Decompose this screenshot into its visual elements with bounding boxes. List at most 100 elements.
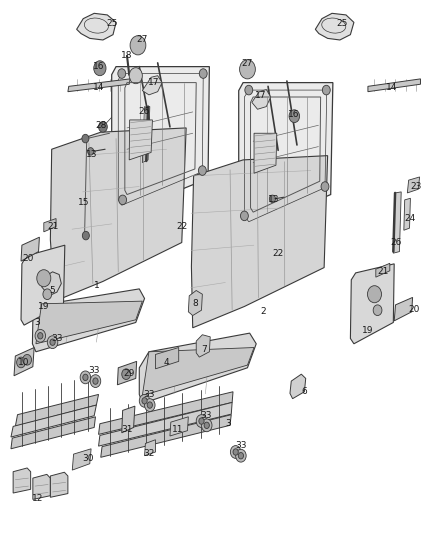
Text: 24: 24	[404, 214, 415, 223]
Text: 13: 13	[268, 196, 279, 204]
Polygon shape	[21, 237, 39, 261]
Text: 28: 28	[95, 121, 106, 130]
Text: 23: 23	[410, 182, 422, 191]
Circle shape	[196, 415, 207, 427]
Polygon shape	[50, 472, 68, 497]
Circle shape	[82, 134, 89, 143]
Circle shape	[122, 369, 131, 379]
Text: 5: 5	[49, 286, 56, 295]
Text: 7: 7	[201, 345, 207, 353]
Circle shape	[118, 69, 126, 78]
Circle shape	[240, 60, 255, 79]
Text: 31: 31	[121, 425, 133, 433]
Text: 21: 21	[47, 222, 58, 231]
Circle shape	[238, 453, 244, 459]
Polygon shape	[315, 13, 354, 40]
Circle shape	[80, 371, 91, 384]
Polygon shape	[155, 348, 179, 369]
Text: 20: 20	[23, 254, 34, 263]
Circle shape	[199, 69, 207, 78]
Circle shape	[88, 148, 94, 155]
Text: 16: 16	[288, 110, 299, 119]
Text: 33: 33	[143, 390, 155, 399]
Polygon shape	[368, 79, 420, 92]
Text: 12: 12	[32, 494, 43, 503]
Text: 2: 2	[260, 308, 265, 316]
Circle shape	[17, 357, 25, 368]
Circle shape	[289, 110, 300, 123]
Circle shape	[240, 211, 248, 221]
Text: 17: 17	[255, 92, 266, 100]
Circle shape	[82, 231, 89, 240]
Polygon shape	[117, 361, 137, 385]
Polygon shape	[404, 198, 410, 230]
Text: 27: 27	[242, 60, 253, 68]
Text: 33: 33	[51, 334, 63, 343]
Text: 17: 17	[148, 78, 159, 87]
Circle shape	[99, 122, 107, 132]
Polygon shape	[14, 348, 34, 376]
Text: 32: 32	[143, 449, 155, 457]
Polygon shape	[122, 406, 135, 433]
Text: 8: 8	[192, 300, 198, 308]
Text: 3: 3	[34, 318, 40, 327]
Circle shape	[50, 339, 55, 345]
Circle shape	[43, 289, 52, 300]
Text: 14: 14	[386, 84, 398, 92]
Polygon shape	[72, 449, 91, 470]
Text: 6: 6	[301, 387, 307, 396]
Circle shape	[321, 182, 329, 191]
Circle shape	[37, 270, 51, 287]
Text: 16: 16	[93, 62, 104, 71]
Text: 10: 10	[18, 358, 30, 367]
Circle shape	[142, 398, 147, 404]
Text: 26: 26	[139, 108, 150, 116]
Circle shape	[38, 333, 43, 339]
Polygon shape	[170, 417, 188, 436]
Circle shape	[90, 375, 101, 387]
Text: 1: 1	[93, 281, 99, 289]
Polygon shape	[290, 374, 306, 399]
Polygon shape	[350, 264, 394, 344]
Text: 26: 26	[391, 238, 402, 247]
Circle shape	[119, 195, 127, 205]
Polygon shape	[15, 394, 99, 426]
Text: 15: 15	[78, 198, 89, 207]
Text: 18: 18	[121, 52, 133, 60]
Circle shape	[373, 305, 382, 316]
Circle shape	[129, 68, 142, 84]
Circle shape	[201, 419, 212, 432]
Circle shape	[269, 195, 276, 203]
Polygon shape	[36, 301, 142, 344]
Circle shape	[233, 449, 238, 455]
Polygon shape	[139, 333, 256, 403]
Circle shape	[23, 354, 32, 365]
Polygon shape	[393, 192, 401, 253]
Text: 21: 21	[378, 268, 389, 276]
Text: 19: 19	[362, 326, 374, 335]
Text: 14: 14	[93, 84, 104, 92]
Circle shape	[322, 85, 330, 95]
Circle shape	[139, 394, 150, 407]
Text: 3: 3	[225, 419, 231, 428]
Polygon shape	[239, 83, 333, 232]
Circle shape	[47, 336, 58, 349]
Circle shape	[198, 166, 206, 175]
Text: 22: 22	[272, 249, 284, 257]
Polygon shape	[13, 468, 31, 493]
Text: 30: 30	[82, 454, 93, 463]
Polygon shape	[21, 245, 65, 325]
Polygon shape	[99, 402, 232, 446]
Polygon shape	[142, 76, 162, 95]
Circle shape	[145, 399, 155, 411]
Polygon shape	[50, 128, 186, 301]
Circle shape	[367, 286, 381, 303]
Text: 13: 13	[86, 150, 98, 159]
Text: 33: 33	[235, 441, 247, 449]
Text: 20: 20	[408, 305, 420, 313]
Polygon shape	[252, 90, 271, 109]
Polygon shape	[196, 335, 210, 357]
Circle shape	[236, 449, 246, 462]
Polygon shape	[254, 133, 277, 173]
Polygon shape	[11, 417, 95, 449]
